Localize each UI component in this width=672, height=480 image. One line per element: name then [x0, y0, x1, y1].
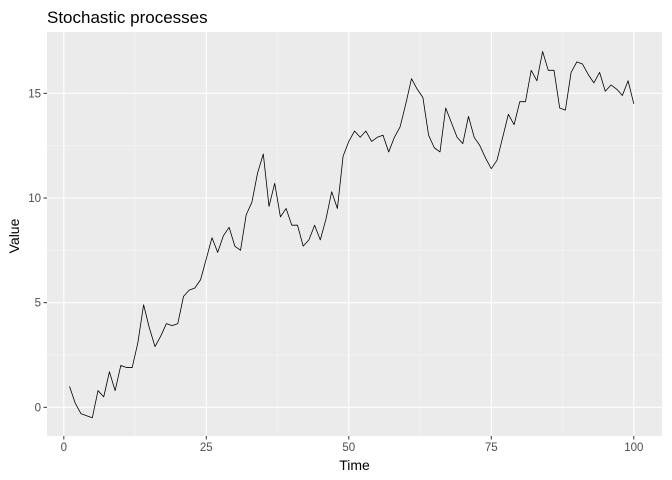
x-tick-label: 25	[200, 442, 213, 454]
y-tick-label: 5	[35, 298, 41, 310]
y-axis-title: Value	[6, 218, 22, 253]
chart-title: Stochastic processes	[47, 8, 208, 27]
x-tick-label: 50	[342, 442, 355, 454]
x-tick-label: 100	[624, 442, 643, 454]
y-axis: 0 5 10 15	[28, 88, 47, 414]
minor-grid	[47, 32, 662, 436]
major-grid	[47, 32, 662, 436]
plot-panel	[47, 32, 662, 436]
x-tick-label: 75	[485, 442, 498, 454]
x-axis: 0 25 50 75 100	[61, 436, 643, 454]
y-tick-label: 15	[28, 88, 41, 100]
y-tick-label: 0	[35, 402, 41, 414]
series-line	[69, 51, 635, 419]
x-axis-title: Time	[339, 457, 370, 473]
y-tick-label: 10	[28, 193, 41, 205]
x-tick-label: 0	[61, 442, 67, 454]
